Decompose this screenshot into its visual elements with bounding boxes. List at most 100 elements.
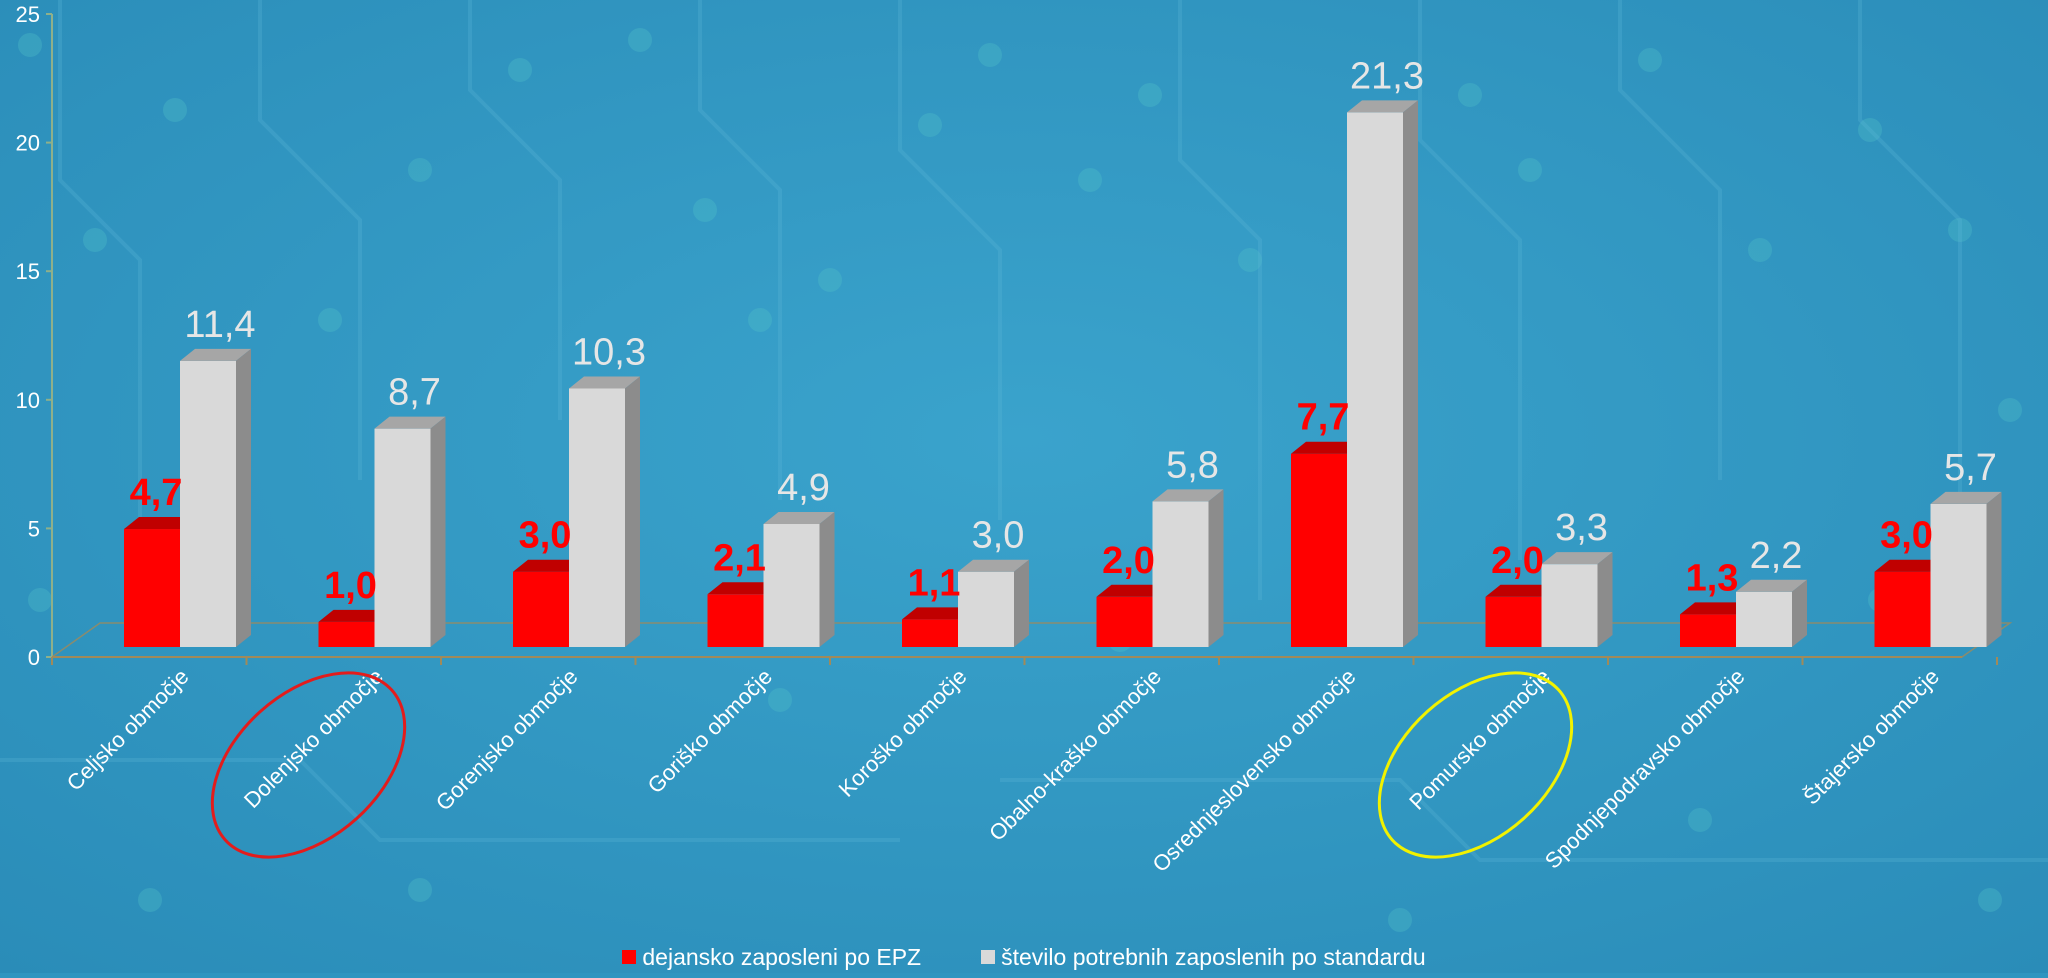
circuit-node-5 — [508, 58, 532, 82]
bar-side — [1014, 559, 1029, 647]
value-label-actual-8: 1,3 — [1686, 557, 1739, 599]
bar-top — [763, 512, 835, 525]
circuit-trace-7 — [1618, 0, 1722, 480]
legend-swatch-grey — [981, 950, 996, 964]
circuit-node-3 — [318, 308, 342, 332]
bar-front — [180, 360, 236, 647]
bar-top — [1930, 491, 2002, 504]
bar-actual-4 — [902, 607, 973, 647]
bar-front — [958, 571, 1014, 647]
value-label-required-2: 10,3 — [572, 331, 646, 373]
bar-front — [1096, 596, 1153, 647]
bar-top — [1485, 584, 1557, 597]
circuit-trace-2 — [468, 0, 562, 420]
circuit-node-24 — [138, 888, 162, 912]
bar-side — [819, 512, 835, 647]
bar-front — [124, 529, 180, 647]
circuit-trace-1 — [258, 0, 362, 480]
value-label-required-1: 8,7 — [388, 372, 441, 414]
bar-top — [902, 607, 973, 620]
value-label-actual-1: 1,0 — [324, 565, 377, 607]
highlight-ellipses — [210, 671, 1574, 859]
bar-required-3 — [763, 512, 835, 647]
value-label-required-9: 5,7 — [1944, 447, 1997, 489]
bar-front — [763, 524, 820, 647]
value-label-actual-5: 2,0 — [1102, 540, 1155, 582]
bar-front — [318, 621, 375, 647]
bar-front — [1874, 571, 1931, 647]
circuit-node-9 — [818, 268, 842, 292]
circuit-trace-3 — [698, 0, 782, 500]
value-label-actual-0: 4,7 — [130, 472, 183, 514]
circuit-node-1 — [83, 228, 107, 252]
y-tick-label-5: 5 — [28, 516, 40, 541]
bar-front — [1680, 614, 1736, 647]
circuit-node-21 — [1948, 218, 1972, 242]
circuit-node-28 — [1388, 908, 1412, 932]
circuit-node-29 — [1688, 808, 1712, 832]
bar-required-8 — [1736, 579, 1807, 647]
value-label-actual-3: 2,1 — [713, 537, 766, 579]
circuit-node-0 — [18, 33, 42, 57]
circuit-node-23 — [28, 588, 52, 612]
bar-top — [958, 559, 1029, 572]
bar-top — [1541, 552, 1613, 565]
bar-side — [1597, 552, 1613, 647]
bar-top — [513, 559, 584, 572]
value-label-required-4: 3,0 — [972, 515, 1025, 557]
value-label-required-0: 11,4 — [184, 304, 255, 346]
bar-front — [569, 388, 625, 647]
legend-label-actual: dejansko zaposleni po EPZ — [642, 943, 922, 970]
legend-swatch-red — [622, 950, 637, 964]
circuit-node-11 — [978, 43, 1002, 67]
circuit-node-20 — [1858, 118, 1882, 142]
circuit-trace-9 — [0, 758, 900, 842]
y-tick-label-20: 20 — [16, 131, 40, 156]
value-label-actual-2: 3,0 — [519, 515, 572, 557]
bar-side — [1208, 489, 1224, 647]
circuit-node-10 — [918, 113, 942, 137]
bar-side — [625, 376, 640, 647]
bar-actual-7 — [1485, 584, 1557, 647]
value-label-actual-6: 7,7 — [1297, 397, 1350, 439]
circuit-node-19 — [1748, 238, 1772, 262]
y-tick-label-10: 10 — [16, 388, 40, 413]
bar-top — [1736, 579, 1807, 592]
bar-required-6 — [1347, 100, 1418, 648]
circuit-node-12 — [1078, 168, 1102, 192]
circuit-node-4 — [408, 158, 432, 182]
bar-side — [236, 348, 251, 647]
bar-front — [1541, 564, 1598, 647]
legend-label-required: število potrebnih zaposlenih po standard… — [1001, 943, 1426, 970]
bar-required-9 — [1930, 491, 2002, 647]
circuit-node-22 — [1998, 398, 2022, 422]
bar-top — [569, 376, 640, 389]
value-label-required-5: 5,8 — [1166, 444, 1219, 486]
bar-top — [374, 416, 446, 429]
bar-side — [430, 416, 446, 647]
circuit-node-16 — [1458, 83, 1482, 107]
bar-required-1 — [374, 416, 446, 647]
circuit-trace-5 — [1178, 0, 1262, 600]
value-label-actual-9: 3,0 — [1880, 515, 1933, 557]
bar-required-0 — [180, 348, 251, 647]
bar-top — [318, 609, 390, 622]
circuit-node-6 — [628, 28, 652, 52]
bar-required-5 — [1152, 489, 1224, 647]
bar-side — [1986, 491, 2002, 647]
legend: dejansko zaposleni po EPZ število potreb… — [0, 944, 2048, 970]
circuit-trace-4 — [898, 0, 1002, 520]
bar-required-4 — [958, 559, 1029, 647]
circuit-node-17 — [1518, 158, 1542, 182]
circuit-node-2 — [163, 98, 187, 122]
value-label-required-7: 3,3 — [1555, 507, 1608, 549]
bar-top — [124, 517, 195, 530]
y-tick-label-25: 25 — [16, 2, 40, 27]
bar-required-2 — [569, 376, 640, 647]
bar-front — [374, 428, 431, 647]
circuit-node-18 — [1638, 48, 1662, 72]
bar-front — [1347, 112, 1403, 648]
bar-front — [902, 619, 958, 647]
